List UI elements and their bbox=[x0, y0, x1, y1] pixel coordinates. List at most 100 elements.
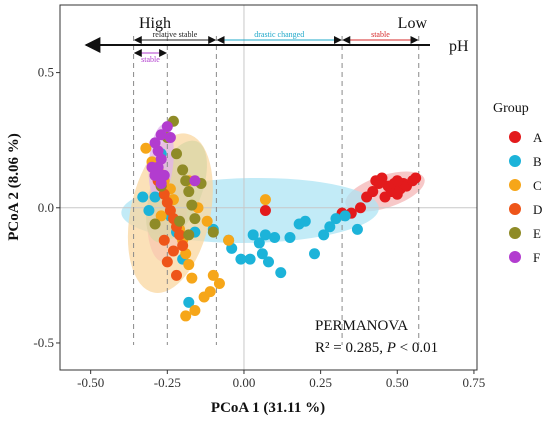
point-group-f-9 bbox=[155, 177, 167, 189]
point-group-b-22 bbox=[308, 248, 320, 260]
permanova-r2: R² = 0.285, bbox=[315, 340, 387, 356]
point-group-b-25 bbox=[330, 213, 342, 225]
legend-swatch-e bbox=[509, 227, 521, 239]
legend-title: Group bbox=[493, 101, 529, 116]
legend-label-f: F bbox=[533, 250, 540, 265]
sample-points bbox=[137, 115, 422, 322]
point-group-c-17 bbox=[213, 277, 225, 289]
point-group-c-13 bbox=[189, 305, 201, 317]
ph-gradient-bar: High Low pH relative stable drastic changed s… bbox=[84, 15, 469, 64]
point-group-c-22 bbox=[155, 210, 167, 222]
permanova-threshold: < 0.01 bbox=[396, 340, 438, 356]
legend-label-a: A bbox=[533, 130, 543, 145]
ph-segment-label-2: drastic changed bbox=[254, 30, 304, 39]
ph-sub-segment-label: stable bbox=[141, 55, 160, 64]
point-group-a-20 bbox=[391, 175, 403, 187]
point-group-e-13 bbox=[207, 226, 219, 238]
y-tick-label-3: -0.5 bbox=[33, 335, 54, 350]
point-group-b-16 bbox=[263, 256, 274, 268]
point-group-c-1 bbox=[140, 142, 152, 154]
legend-label-e: E bbox=[533, 226, 541, 241]
point-group-e-9 bbox=[183, 229, 195, 241]
point-group-d-14 bbox=[158, 234, 170, 246]
legend-swatch-c bbox=[509, 179, 521, 191]
point-group-b-21 bbox=[299, 215, 311, 227]
point-group-f-12 bbox=[146, 161, 158, 173]
point-group-b-23 bbox=[318, 229, 330, 241]
plot-border bbox=[59, 4, 478, 371]
point-group-e-8 bbox=[189, 213, 201, 225]
permanova-p: P bbox=[386, 340, 396, 356]
point-group-a-18 bbox=[410, 172, 422, 184]
point-group-f-11 bbox=[189, 175, 201, 187]
point-group-d-12 bbox=[171, 269, 183, 281]
permanova-stat: R² = 0.285, P < 0.01 bbox=[315, 340, 438, 356]
point-group-c-24 bbox=[201, 215, 213, 227]
legend-label-d: D bbox=[533, 202, 542, 217]
point-group-b-3 bbox=[143, 204, 155, 216]
y-tick-label-2: 0.0 bbox=[38, 200, 54, 215]
ph-segment-label-1: relative stable bbox=[153, 30, 198, 39]
point-group-a-6 bbox=[367, 186, 379, 198]
x-axis-label: PCoA 1 (31.11 %) bbox=[211, 400, 325, 416]
point-group-a-4 bbox=[354, 202, 366, 214]
point-group-b-4 bbox=[149, 191, 161, 203]
permanova-title: PERMANOVA bbox=[315, 318, 408, 334]
point-group-b-28 bbox=[259, 229, 271, 241]
point-group-c-20 bbox=[259, 194, 271, 206]
point-group-f-1 bbox=[161, 121, 173, 133]
point-group-d-8 bbox=[174, 229, 186, 241]
x-tick-label-1: -0.50 bbox=[77, 375, 104, 390]
point-group-e-10 bbox=[174, 215, 186, 227]
legend-label-b: B bbox=[533, 154, 542, 169]
point-group-b-26 bbox=[339, 210, 351, 222]
point-group-b-18 bbox=[275, 267, 287, 279]
x-tick-label-4: 0.25 bbox=[309, 375, 332, 390]
point-group-b-8 bbox=[183, 296, 195, 308]
ph-segment-label-3: stable bbox=[371, 30, 390, 39]
ph-high-label: High bbox=[139, 15, 171, 32]
legend-swatch-d bbox=[509, 203, 521, 215]
point-group-e-7 bbox=[186, 199, 198, 211]
point-group-b-19 bbox=[284, 232, 296, 244]
x-tick-label-6: 0.75 bbox=[463, 375, 486, 390]
x-tick-label-5: 0.50 bbox=[386, 375, 409, 390]
point-group-c-23 bbox=[180, 310, 192, 322]
point-group-c-12 bbox=[186, 272, 198, 284]
point-group-b-12 bbox=[235, 253, 247, 265]
point-group-b-15 bbox=[256, 248, 268, 260]
x-tick-label-3: 0.00 bbox=[233, 375, 256, 390]
point-group-d-9 bbox=[177, 240, 189, 252]
y-axis-ticks: 0.5 0.0 -0.5 bbox=[33, 65, 60, 350]
point-group-c-15 bbox=[204, 286, 216, 298]
point-group-f-10 bbox=[164, 131, 176, 143]
point-group-e-12 bbox=[149, 218, 161, 230]
point-group-b-29 bbox=[247, 229, 259, 241]
point-group-b-17 bbox=[269, 232, 281, 244]
point-group-b-27 bbox=[351, 223, 363, 235]
point-group-f-2 bbox=[155, 129, 167, 141]
point-group-c-19 bbox=[223, 234, 235, 246]
point-group-c-16 bbox=[207, 269, 219, 281]
legend-swatch-a bbox=[509, 131, 521, 143]
point-group-b-24 bbox=[324, 221, 336, 233]
point-group-d-10 bbox=[167, 245, 179, 257]
point-group-e-3 bbox=[171, 148, 183, 160]
point-group-a-19 bbox=[373, 177, 385, 189]
point-group-e-6 bbox=[183, 186, 195, 198]
point-group-b-2 bbox=[137, 191, 149, 203]
point-group-e-5 bbox=[180, 175, 192, 187]
legend-swatch-b bbox=[509, 155, 521, 167]
y-tick-label-1: 0.5 bbox=[38, 65, 54, 80]
x-tick-label-2: -0.25 bbox=[154, 375, 181, 390]
point-group-d-11 bbox=[161, 256, 173, 268]
legend-label-c: C bbox=[533, 178, 542, 193]
point-group-a-1 bbox=[259, 204, 271, 216]
x-axis-ticks: -0.50 -0.25 0.00 0.25 0.50 0.75 bbox=[77, 370, 485, 390]
legend-swatch-f bbox=[509, 251, 521, 263]
point-group-c-11 bbox=[183, 259, 195, 271]
point-group-b-14 bbox=[253, 237, 265, 249]
